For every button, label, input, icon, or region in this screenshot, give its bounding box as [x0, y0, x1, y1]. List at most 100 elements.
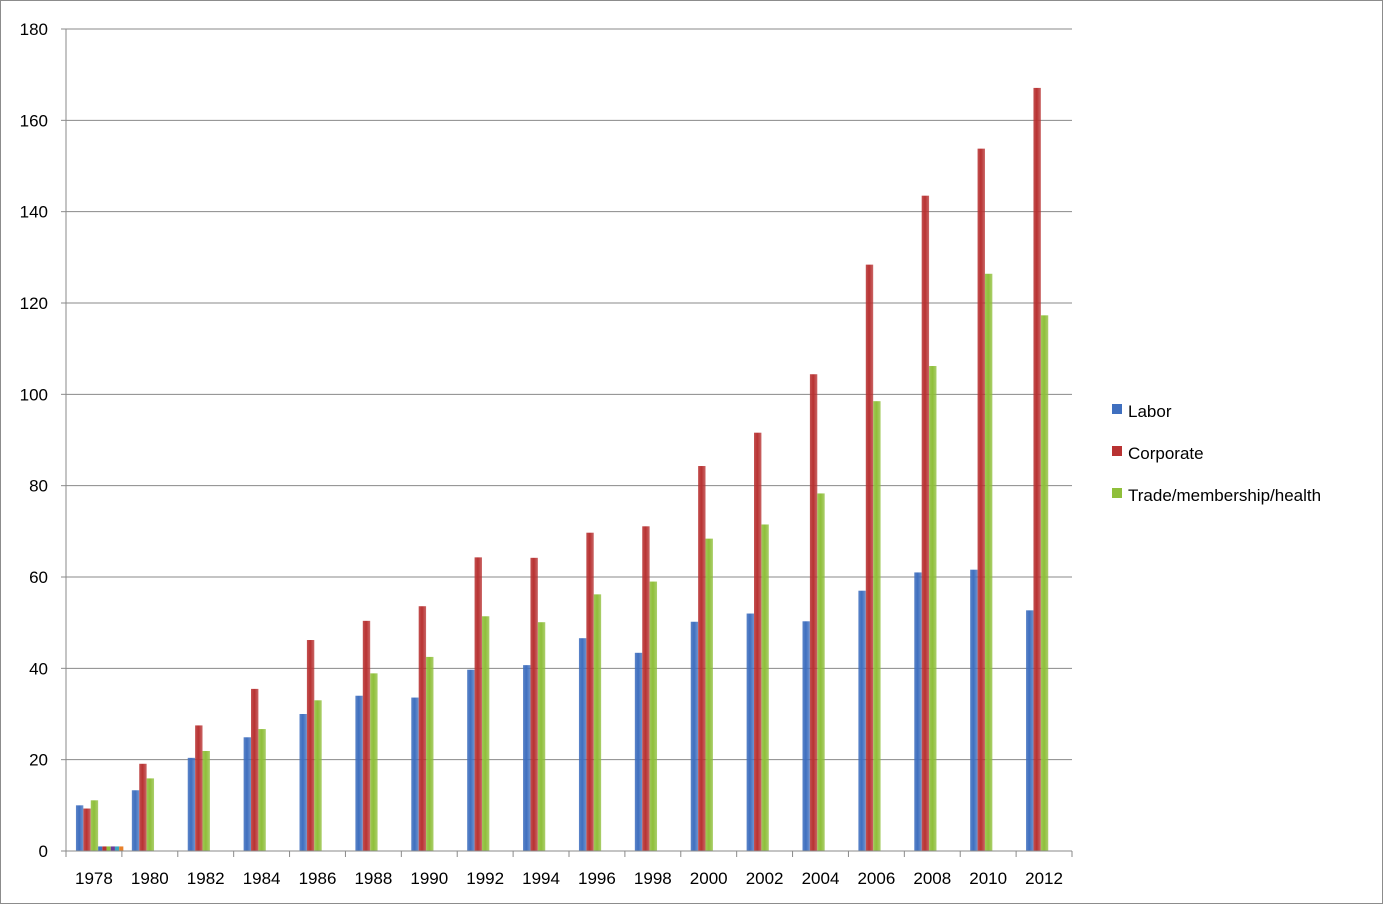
bar-corporate-2002 [754, 432, 762, 851]
x-tick-label: 1996 [578, 869, 616, 888]
bar-labor-1998 [634, 652, 643, 851]
y-tick-label: 160 [20, 111, 48, 130]
bar-corporate-2006 [865, 264, 874, 851]
bar-trade-membership-health-1986 [314, 700, 322, 851]
bar-trade-membership-health-1996 [593, 594, 602, 851]
legend-label: Trade/membership/health [1128, 486, 1321, 505]
bar-labor-2006 [858, 590, 866, 851]
x-tick-label: 1992 [466, 869, 504, 888]
bar-trade-membership-health-1988 [370, 673, 378, 851]
tick-labels: 0 20 40 60 80 100 120 140 160 180 1978 1980 1982 1984… [20, 20, 1063, 888]
bar-labor-1994 [523, 665, 531, 851]
x-tick-label: 1984 [243, 869, 281, 888]
bar-trade-membership-health-1982 [202, 750, 210, 851]
bar-corporate-1978 [83, 808, 91, 851]
bar-1978-extra-4 [114, 846, 120, 851]
y-tick-label: 140 [20, 203, 48, 222]
bar-corporate-2008 [921, 195, 930, 851]
bar-corporate-2000 [698, 466, 706, 851]
bar-labor-1996 [578, 638, 587, 851]
bars [75, 87, 1049, 852]
bar-trade-membership-health-2004 [817, 493, 825, 851]
bar-labor-2008 [914, 572, 922, 851]
x-tick-label: 1982 [187, 869, 225, 888]
legend-label: Labor [1128, 402, 1172, 421]
bar-corporate-1998 [642, 526, 650, 851]
bar-trade-membership-health-2012 [1040, 315, 1049, 852]
bar-labor-2012 [1026, 610, 1034, 851]
legend: Labor Corporate Trade/membership/health [1112, 402, 1321, 505]
x-tick-label: 1986 [299, 869, 337, 888]
x-tick-label: 1980 [131, 869, 169, 888]
bar-1978-extra-0 [98, 846, 103, 851]
bar-labor-1978 [75, 805, 84, 851]
bar-trade-membership-health-2000 [705, 538, 713, 851]
axes [61, 28, 1073, 857]
x-tick-label: 1988 [354, 869, 392, 888]
bar-corporate-2012 [1033, 87, 1041, 851]
bar-corporate-1982 [195, 725, 203, 851]
y-tick-label: 100 [20, 385, 48, 404]
bar-labor-1980 [131, 790, 140, 851]
bar-1978-extra-5 [119, 846, 124, 851]
x-tick-label: 2012 [1025, 869, 1063, 888]
legend-label: Corporate [1128, 444, 1204, 463]
y-tick-label: 60 [29, 568, 48, 587]
bar-labor-1986 [299, 714, 307, 851]
bar-corporate-1988 [362, 620, 371, 851]
bar-corporate-1990 [418, 606, 427, 851]
bar-corporate-1986 [306, 640, 315, 851]
bar-trade-membership-health-1990 [426, 656, 434, 851]
x-tick-label: 2004 [802, 869, 840, 888]
bar-labor-2004 [802, 621, 810, 851]
x-tick-label: 2010 [969, 869, 1007, 888]
bar-labor-1982 [187, 757, 196, 851]
gridlines [66, 28, 1072, 761]
bar-trade-membership-health-1998 [649, 581, 658, 851]
bar-corporate-1984 [251, 688, 259, 851]
bar-trade-membership-health-1994 [537, 622, 546, 851]
x-tick-label: 2008 [913, 869, 951, 888]
bar-corporate-1980 [139, 763, 147, 851]
bar-trade-membership-health-1978 [90, 800, 99, 851]
bar-labor-1988 [355, 695, 363, 851]
bar-corporate-1992 [474, 557, 482, 851]
bar-trade-membership-health-1980 [146, 778, 155, 851]
y-tick-label: 120 [20, 294, 48, 313]
bar-trade-membership-health-1984 [258, 729, 266, 851]
bar-trade-membership-health-2008 [929, 366, 937, 851]
y-tick-label: 20 [29, 751, 48, 770]
x-tick-label: 2002 [746, 869, 784, 888]
y-tick-label: 180 [20, 20, 48, 39]
bar-labor-2000 [690, 621, 699, 851]
bar-trade-membership-health-2010 [984, 273, 993, 852]
y-tick-label: 80 [29, 477, 48, 496]
bar-trade-membership-health-1992 [481, 616, 490, 851]
bar-labor-2002 [746, 613, 755, 851]
bar-corporate-2004 [809, 374, 818, 851]
bar-labor-1990 [411, 697, 419, 851]
bar-corporate-2010 [977, 148, 985, 851]
x-tick-label: 1994 [522, 869, 560, 888]
x-tick-label: 1978 [75, 869, 113, 888]
y-tick-label: 0 [39, 842, 48, 861]
legend-swatch [1112, 404, 1122, 414]
bar-corporate-1996 [586, 532, 594, 851]
y-tick-label: 40 [29, 659, 48, 678]
legend-swatch [1112, 488, 1122, 498]
x-tick-label: 2006 [857, 869, 895, 888]
bar-corporate-1994 [530, 557, 538, 851]
bar-trade-membership-health-2006 [873, 401, 881, 851]
bar-1978-extra-3 [110, 846, 115, 851]
legend-swatch [1112, 446, 1122, 456]
bar-1978-extra-1 [102, 846, 107, 851]
bar-labor-1984 [243, 737, 252, 851]
bar-labor-2010 [970, 569, 978, 851]
bar-1978-extra-2 [106, 846, 111, 851]
x-tick-label: 1990 [410, 869, 448, 888]
bar-labor-1992 [467, 669, 475, 851]
x-tick-label: 2000 [690, 869, 728, 888]
bar-trade-membership-health-2002 [761, 524, 769, 851]
x-tick-label: 1998 [634, 869, 672, 888]
